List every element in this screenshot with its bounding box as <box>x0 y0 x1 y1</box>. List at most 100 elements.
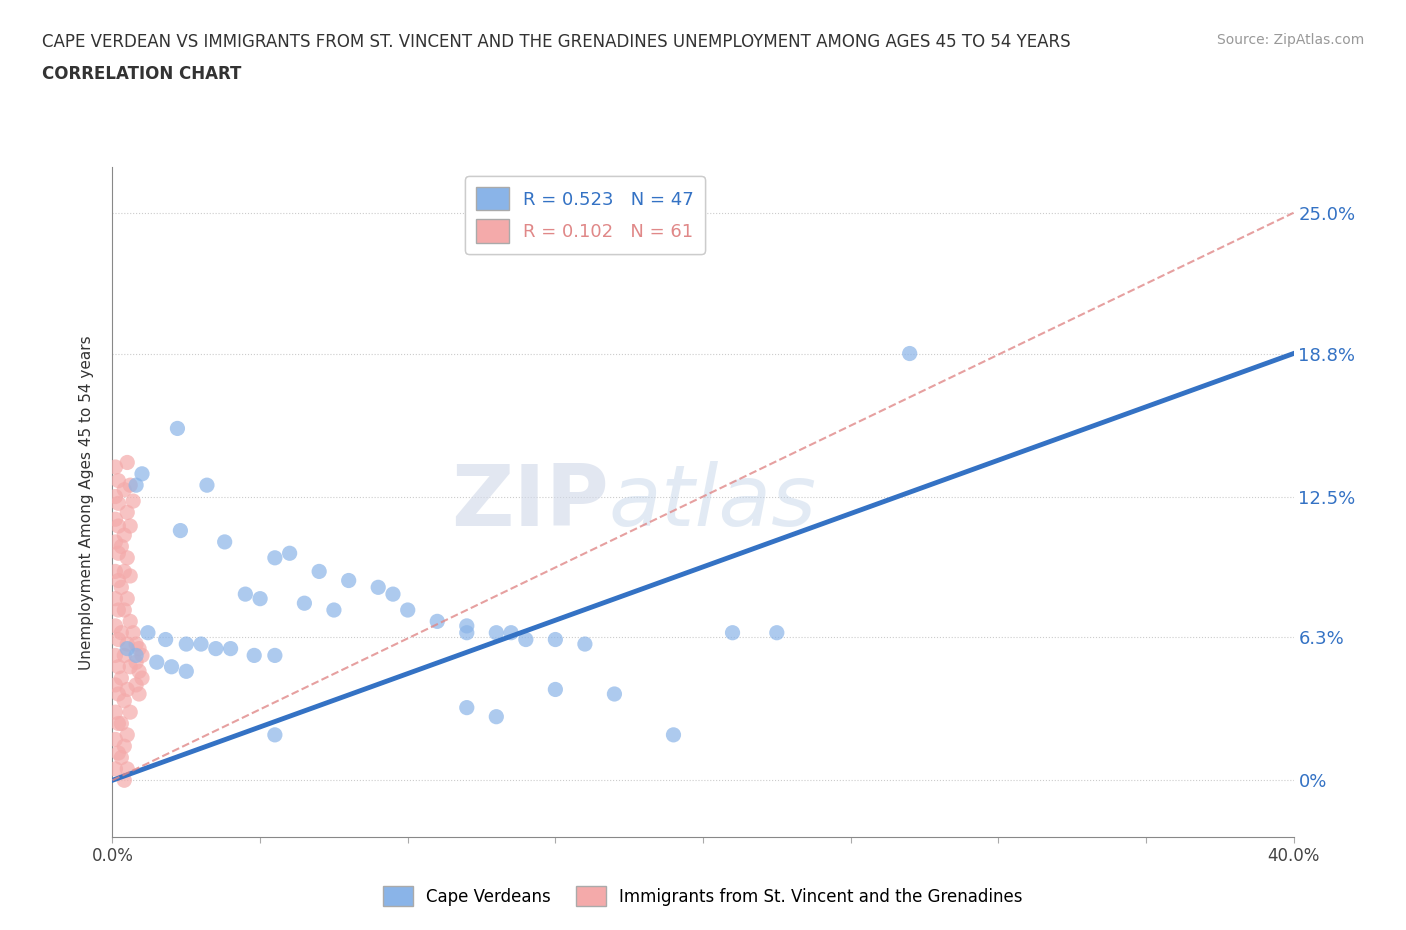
Point <box>456 700 478 715</box>
Point <box>120 614 142 629</box>
Point <box>243 648 266 663</box>
Point <box>107 716 129 731</box>
Point <box>112 483 135 498</box>
Point <box>104 564 127 578</box>
Text: Source: ZipAtlas.com: Source: ZipAtlas.com <box>1216 33 1364 46</box>
Point <box>515 632 537 647</box>
Point <box>219 641 242 656</box>
Point <box>107 496 129 511</box>
Point <box>104 591 127 606</box>
Point <box>112 603 135 618</box>
Point <box>195 478 218 493</box>
Y-axis label: Unemployment Among Ages 45 to 54 years: Unemployment Among Ages 45 to 54 years <box>79 335 94 670</box>
Point <box>104 732 127 747</box>
Point <box>112 773 135 788</box>
Point <box>120 659 142 674</box>
Point <box>107 573 129 588</box>
Point <box>308 564 330 578</box>
Point <box>426 614 449 629</box>
Point <box>125 655 148 670</box>
Point <box>117 682 138 697</box>
Point <box>107 746 129 761</box>
Point <box>146 655 169 670</box>
Point <box>603 686 626 701</box>
Point <box>544 682 567 697</box>
Point <box>128 686 150 701</box>
Point <box>117 455 138 470</box>
Point <box>456 625 478 640</box>
Point <box>898 346 921 361</box>
Point <box>120 478 142 493</box>
Point <box>112 564 135 578</box>
Point <box>117 727 138 742</box>
Point <box>110 751 132 765</box>
Point <box>264 551 287 565</box>
Text: ZIP: ZIP <box>451 460 609 544</box>
Point <box>112 694 135 709</box>
Point <box>278 546 301 561</box>
Point <box>131 466 153 481</box>
Point <box>662 727 685 742</box>
Point <box>110 671 132 685</box>
Point <box>169 524 191 538</box>
Point <box>125 637 148 652</box>
Point <box>214 535 236 550</box>
Point <box>382 587 405 602</box>
Point <box>120 705 142 720</box>
Point <box>174 664 197 679</box>
Point <box>766 625 789 640</box>
Point <box>337 573 360 588</box>
Point <box>104 535 127 550</box>
Point <box>292 596 315 611</box>
Point <box>104 762 127 777</box>
Point <box>128 664 150 679</box>
Point <box>323 603 346 618</box>
Point <box>107 546 129 561</box>
Point <box>110 580 132 595</box>
Point <box>367 580 389 595</box>
Point <box>104 705 127 720</box>
Point <box>190 637 212 652</box>
Point <box>117 551 138 565</box>
Point <box>233 587 256 602</box>
Point <box>155 632 177 647</box>
Point <box>120 568 142 583</box>
Point <box>131 671 153 685</box>
Point <box>107 473 129 488</box>
Point <box>574 637 596 652</box>
Point <box>205 641 228 656</box>
Point <box>107 519 129 534</box>
Point <box>107 659 129 674</box>
Point <box>136 625 159 640</box>
Point <box>104 648 127 663</box>
Legend: Cape Verdeans, Immigrants from St. Vincent and the Grenadines: Cape Verdeans, Immigrants from St. Vince… <box>377 880 1029 912</box>
Point <box>456 618 478 633</box>
Text: CAPE VERDEAN VS IMMIGRANTS FROM ST. VINCENT AND THE GRENADINES UNEMPLOYMENT AMON: CAPE VERDEAN VS IMMIGRANTS FROM ST. VINC… <box>42 33 1071 50</box>
Point <box>128 641 150 656</box>
Point <box>117 762 138 777</box>
Point <box>104 459 127 474</box>
Point <box>104 489 127 504</box>
Point <box>120 519 142 534</box>
Point <box>110 539 132 554</box>
Point <box>174 637 197 652</box>
Point <box>166 421 188 436</box>
Point <box>112 527 135 542</box>
Point <box>117 591 138 606</box>
Point <box>485 625 508 640</box>
Point <box>264 727 287 742</box>
Point <box>107 632 129 647</box>
Point <box>264 648 287 663</box>
Point <box>104 677 127 692</box>
Point <box>125 478 148 493</box>
Point <box>396 603 419 618</box>
Point <box>721 625 744 640</box>
Point <box>112 738 135 753</box>
Point <box>117 637 138 652</box>
Point <box>112 648 135 663</box>
Text: atlas: atlas <box>609 460 817 544</box>
Point <box>544 632 567 647</box>
Point <box>501 625 523 640</box>
Point <box>107 603 129 618</box>
Legend: R = 0.523   N = 47, R = 0.102   N = 61: R = 0.523 N = 47, R = 0.102 N = 61 <box>465 177 704 254</box>
